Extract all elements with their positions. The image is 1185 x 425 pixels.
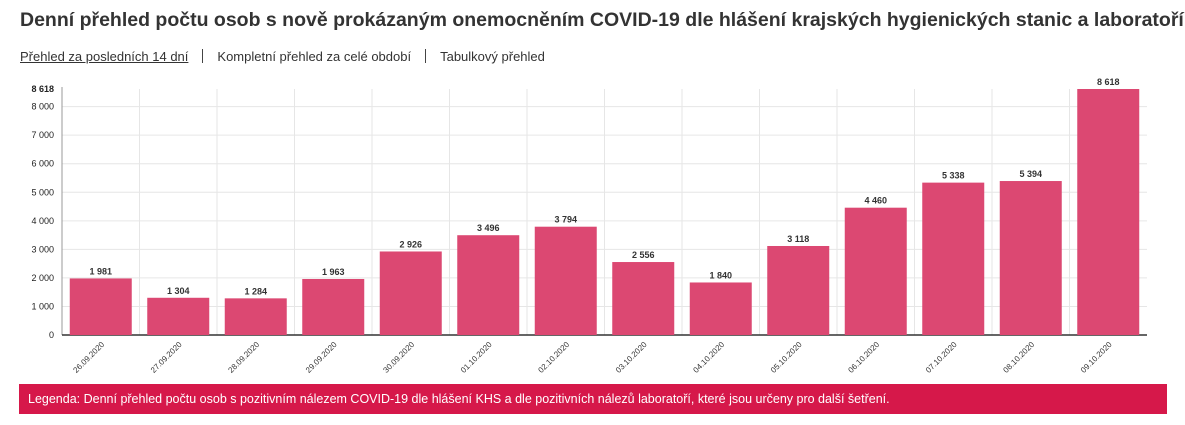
bar (612, 262, 675, 335)
bar (844, 207, 907, 335)
page-title: Denní přehled počtu osob s nově prokázan… (20, 9, 1184, 31)
bar-chart: 0 1 000 2 000 3 000 4 000 5 000 6 000 7 000 8 00… (31, 78, 1147, 375)
x-tick-label: 26.09.2020 (71, 340, 106, 375)
x-tick-label: 29.09.2020 (304, 340, 339, 375)
x-tick-label: 30.09.2020 (381, 340, 416, 375)
data-label: 4 460 (864, 196, 887, 206)
tab-divider (202, 49, 204, 63)
chart-legend: Legenda: Denní přehled počtu osob s pozi… (19, 384, 1167, 414)
data-label: 3 118 (787, 234, 809, 244)
bar (457, 235, 520, 335)
data-label: 1 963 (322, 267, 345, 277)
x-tick-label: 06.10.2020 (846, 340, 881, 375)
data-label: 8 618 (1097, 78, 1120, 87)
y-tick-label: 6 000 (31, 159, 54, 169)
tab-full-period[interactable]: Kompletní přehled za celé období (217, 48, 412, 64)
tab-last-14-days[interactable]: Přehled za posledních 14 dní (20, 48, 189, 64)
y-tick-label: 3 000 (31, 244, 54, 254)
data-label: 1 981 (89, 266, 112, 276)
x-tick-label: 28.09.2020 (226, 340, 261, 375)
bar (999, 181, 1062, 335)
bar (302, 278, 365, 335)
x-tick-label: 05.10.2020 (769, 340, 804, 375)
y-tick-label: 1 000 (31, 301, 54, 311)
y-max-label: 8 618 (31, 84, 54, 94)
data-label: 1 284 (244, 286, 267, 296)
x-tick-label: 03.10.2020 (614, 340, 649, 375)
bar (689, 282, 752, 335)
bar (922, 182, 985, 335)
bar (69, 278, 132, 335)
x-tick-label: 27.09.2020 (149, 340, 184, 375)
x-tick-label: 04.10.2020 (691, 340, 726, 375)
data-label: 3 496 (477, 223, 500, 233)
y-tick-label: 7 000 (31, 130, 54, 140)
y-tick-label: 0 (49, 330, 54, 340)
bar (147, 297, 210, 335)
y-tick-label: 5 000 (31, 187, 54, 197)
tab-table-overview[interactable]: Tabulkový přehled (440, 48, 545, 64)
bar (767, 245, 830, 335)
data-label: 5 338 (942, 171, 965, 181)
x-tick-label: 09.10.2020 (1079, 340, 1114, 375)
data-label: 5 394 (1019, 169, 1042, 179)
data-label: 1 840 (709, 270, 732, 280)
data-label: 2 556 (632, 250, 655, 260)
view-tabs: Přehled za posledních 14 dní Kompletní p… (20, 47, 545, 65)
bar (1077, 89, 1140, 335)
data-label: 3 794 (554, 215, 577, 225)
x-tick-label: 07.10.2020 (924, 340, 959, 375)
bar (224, 298, 287, 335)
x-tick-label: 02.10.2020 (536, 340, 571, 375)
legend-text: Legenda: Denní přehled počtu osob s pozi… (28, 392, 890, 406)
tab-divider (425, 49, 427, 63)
bar (379, 251, 442, 335)
y-tick-label: 4 000 (31, 216, 54, 226)
y-tick-label: 2 000 (31, 273, 54, 283)
x-tick-label: 01.10.2020 (459, 340, 494, 375)
bar (534, 226, 597, 335)
data-label: 1 304 (167, 286, 190, 296)
data-label: 2 926 (399, 239, 422, 249)
y-tick-label: 8 000 (31, 102, 54, 112)
x-tick-label: 08.10.2020 (1001, 340, 1036, 375)
